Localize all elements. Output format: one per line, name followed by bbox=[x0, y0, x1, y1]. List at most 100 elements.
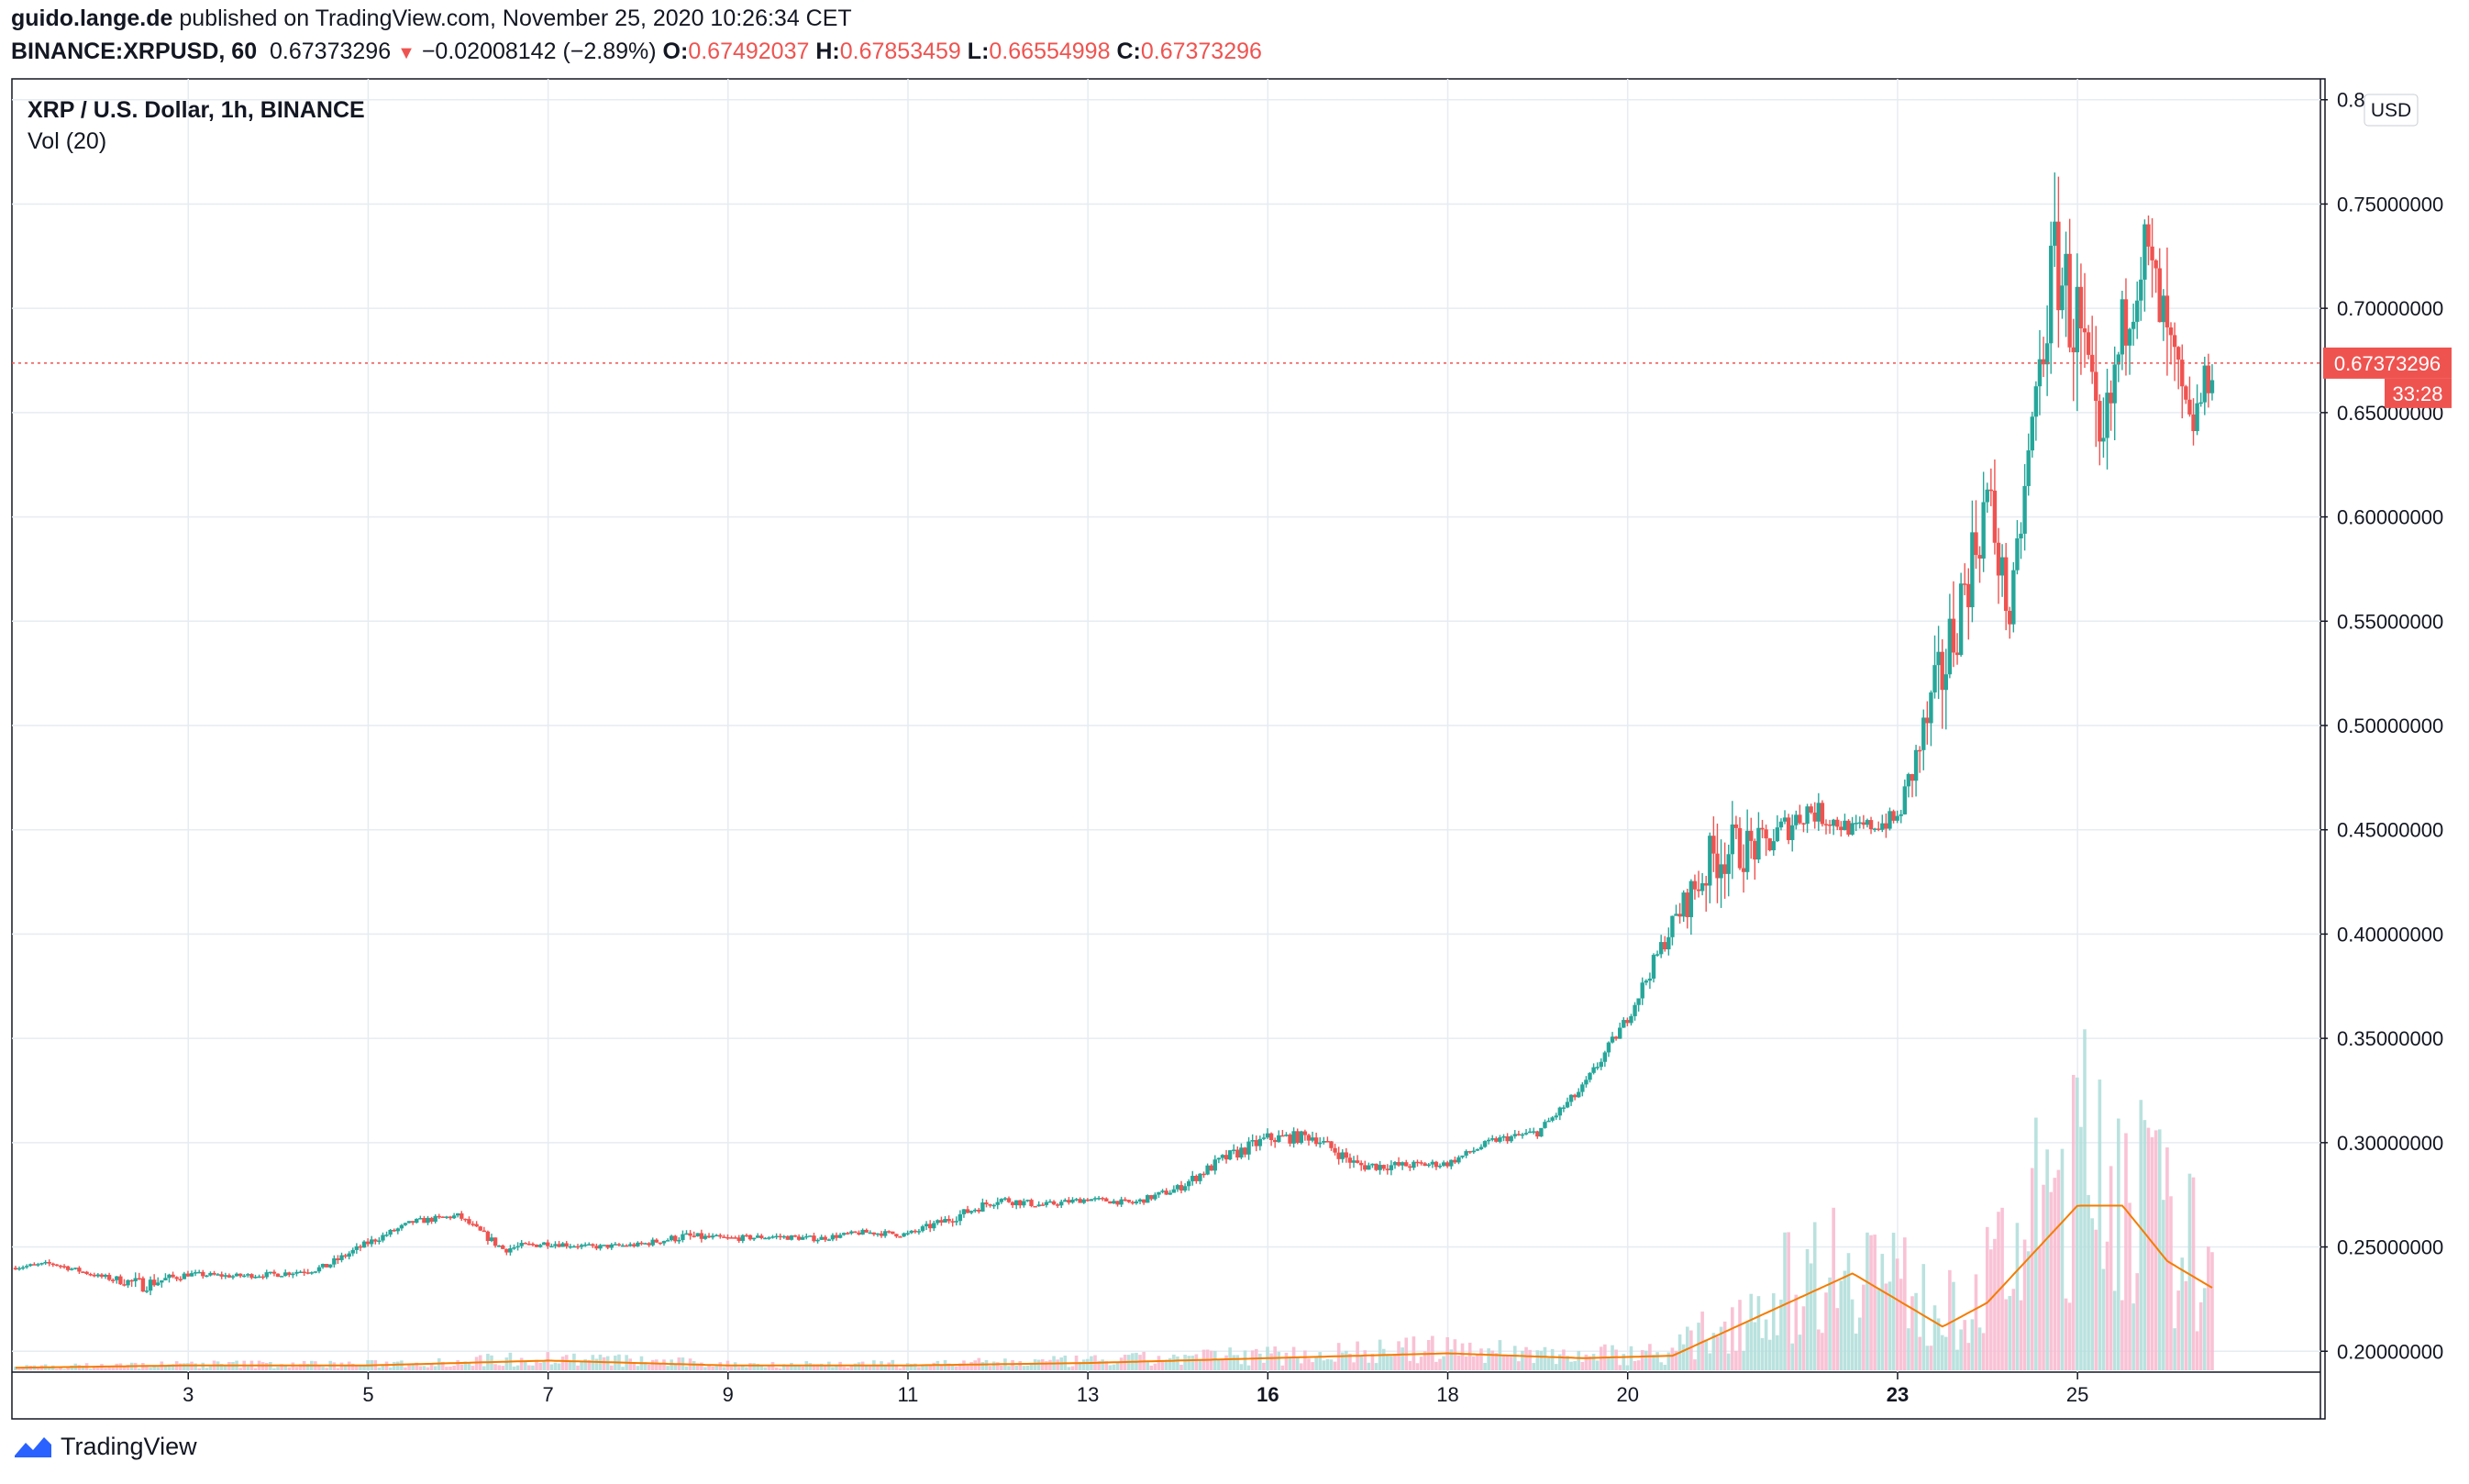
candle-body bbox=[582, 1244, 588, 1246]
volume-bar bbox=[1625, 1365, 1630, 1370]
volume-bar bbox=[2131, 1303, 2135, 1370]
candle-body bbox=[620, 1245, 626, 1247]
candle-body bbox=[1067, 1200, 1071, 1203]
candle-body bbox=[643, 1243, 648, 1245]
volume-bar bbox=[1862, 1284, 1866, 1370]
volume-bar bbox=[2098, 1079, 2102, 1370]
volume-bar bbox=[1532, 1363, 1535, 1370]
candle-body bbox=[1888, 811, 1892, 829]
candle-body bbox=[1756, 827, 1761, 860]
volume-bar bbox=[1363, 1350, 1367, 1370]
volume-bar bbox=[1562, 1349, 1566, 1370]
candle-body bbox=[249, 1274, 254, 1279]
volume-bar bbox=[1517, 1361, 1521, 1370]
candle-body bbox=[636, 1242, 640, 1246]
volume-bar bbox=[1494, 1353, 1499, 1370]
candle-body bbox=[493, 1237, 498, 1246]
volume-bar bbox=[1101, 1359, 1104, 1370]
volume-bar bbox=[1464, 1356, 1468, 1370]
volume-bar bbox=[1299, 1363, 1303, 1370]
volume-bar bbox=[650, 1359, 655, 1370]
candle-body bbox=[1467, 1151, 1472, 1153]
candle-body bbox=[916, 1231, 922, 1233]
candle-body bbox=[808, 1235, 813, 1237]
tradingview-logo-icon[interactable] bbox=[13, 1434, 53, 1461]
volume-bar bbox=[673, 1364, 678, 1370]
author-name[interactable]: guido.lange.de bbox=[11, 6, 173, 31]
candle-body bbox=[2116, 354, 2120, 365]
last-price-tag-text: 0.67373296 bbox=[2334, 352, 2441, 375]
candle-body bbox=[973, 1209, 978, 1212]
candle-body bbox=[958, 1213, 963, 1222]
candle-body bbox=[1599, 1061, 1603, 1068]
candle-body bbox=[504, 1248, 509, 1253]
volume-bar bbox=[1921, 1264, 1926, 1370]
candle-body bbox=[1074, 1199, 1079, 1201]
volume-bar bbox=[1866, 1232, 1869, 1370]
volume-bar bbox=[1731, 1307, 1734, 1370]
volume-bar bbox=[1734, 1350, 1738, 1370]
candle-body bbox=[2041, 359, 2046, 365]
candle-body bbox=[1430, 1161, 1435, 1165]
volume-bar bbox=[909, 1363, 913, 1370]
volume-bar bbox=[819, 1363, 824, 1370]
candle-body bbox=[2109, 393, 2113, 404]
candle-body bbox=[853, 1231, 858, 1234]
candle-body bbox=[1670, 915, 1675, 937]
candle-body bbox=[587, 1244, 592, 1246]
volume-bar bbox=[1381, 1348, 1386, 1370]
volume-bar bbox=[2079, 1126, 2083, 1370]
open-value: 0.67492037 bbox=[688, 39, 810, 64]
volume-bar bbox=[2169, 1196, 2173, 1370]
currency-badge[interactable]: USD bbox=[2364, 94, 2419, 127]
candle-body bbox=[1378, 1165, 1382, 1170]
candle-body bbox=[1505, 1135, 1510, 1142]
volume-bar bbox=[336, 1368, 340, 1370]
price-change: −0.02008142 (−2.89%) bbox=[421, 39, 657, 64]
candle-body bbox=[988, 1204, 992, 1206]
price-tick-label: 0.8 bbox=[2337, 89, 2365, 112]
candle-body bbox=[1947, 618, 1953, 675]
candle-body bbox=[1988, 489, 1994, 492]
candle-body bbox=[1355, 1160, 1360, 1163]
volume-bar bbox=[504, 1357, 509, 1370]
time-tick-label: 9 bbox=[723, 1383, 734, 1406]
candle-body bbox=[489, 1237, 494, 1242]
volume-bar bbox=[692, 1361, 696, 1370]
volume-bar bbox=[21, 1368, 25, 1370]
candle-body bbox=[665, 1240, 670, 1242]
candle-body bbox=[429, 1217, 434, 1223]
candle-body bbox=[1025, 1200, 1030, 1202]
volume-bar bbox=[2105, 1241, 2109, 1370]
candle-body bbox=[1854, 823, 1858, 825]
candle-body bbox=[126, 1279, 130, 1286]
volume-bar bbox=[422, 1366, 426, 1370]
candle-body bbox=[2064, 253, 2068, 286]
candle-body bbox=[1445, 1162, 1450, 1167]
candle-body bbox=[991, 1204, 996, 1207]
candle-body bbox=[2146, 224, 2151, 247]
volume-bar bbox=[515, 1365, 520, 1370]
candle-body bbox=[2139, 279, 2143, 301]
candle-body bbox=[1606, 1042, 1611, 1053]
candle-body bbox=[1212, 1159, 1217, 1171]
candle-body bbox=[1460, 1155, 1465, 1157]
candle-body bbox=[227, 1275, 232, 1278]
volume-bar bbox=[519, 1357, 524, 1370]
volume-bar bbox=[1700, 1311, 1704, 1370]
candle-body bbox=[2123, 299, 2129, 346]
candle-body bbox=[714, 1235, 719, 1237]
volume-bar bbox=[1040, 1358, 1045, 1370]
candle-body bbox=[1254, 1140, 1258, 1146]
footer: TradingView bbox=[13, 1433, 197, 1461]
candle-body bbox=[1347, 1157, 1353, 1163]
volume-bar bbox=[605, 1356, 610, 1370]
candle-body bbox=[1771, 841, 1776, 851]
volume-bar bbox=[1722, 1321, 1727, 1370]
candle-body bbox=[2135, 300, 2140, 322]
volume-bar bbox=[1749, 1293, 1754, 1370]
candle-body bbox=[2019, 533, 2023, 538]
volume-bar bbox=[294, 1367, 299, 1370]
candle-body bbox=[1577, 1091, 1581, 1098]
